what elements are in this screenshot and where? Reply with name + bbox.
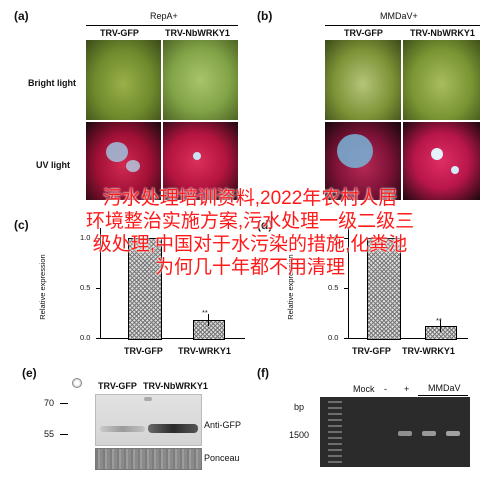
panel-d-ytick-0: 0.0 <box>328 333 339 342</box>
panel-f-bp: bp <box>294 402 305 412</box>
panel-c-errorbar-wrky1 <box>208 314 209 326</box>
panel-b-title-rule <box>325 25 480 26</box>
panel-c-significance: ** <box>202 308 208 317</box>
gel-ladder-lane <box>328 401 342 463</box>
panel-a-title: RepA+ <box>150 11 178 21</box>
overlay-line-2: 环境整治实施方案,污水处理一级二级三 <box>85 211 415 232</box>
overlay-line-4: 为何几十年都不用清理 <box>154 257 345 278</box>
leaf-photo-b-gfp-bright <box>325 40 401 120</box>
panel-f-mw1500: 1500 <box>289 430 310 440</box>
western-blot-anti-gfp <box>95 394 202 446</box>
leaf-photo-a-wrky-uv <box>163 122 238 200</box>
panel-a-col1: TRV-GFP <box>100 28 139 38</box>
panel-d-label: (d) <box>257 218 273 232</box>
panel-e-col1: TRV-GFP <box>98 381 137 391</box>
panel-a-col2: TRV-NbWRKY1 <box>165 28 230 38</box>
panel-e-row2: Ponceau <box>204 453 240 463</box>
gel-band-lane-plus <box>398 431 412 436</box>
panel-c-xtick-2: TRV-WRKY1 <box>178 346 231 356</box>
leaf-photo-a-gfp-uv <box>86 122 161 200</box>
panel-d-tick-05 <box>344 288 348 289</box>
panel-e-mw55-tick <box>60 434 68 435</box>
leaf-photo-b-gfp-uv <box>325 122 401 200</box>
panel-b-col2: TRV-NbWRKY1 <box>410 28 475 38</box>
panel-c-label: (c) <box>14 218 29 232</box>
panel-f-lane-plus: + <box>404 384 410 394</box>
panel-d-ytick-05: 0.5 <box>328 283 339 292</box>
panel-a-row1: Bright light <box>28 78 76 88</box>
blot-marker-dot <box>72 378 82 388</box>
panel-d-xtick-1: TRV-GFP <box>352 346 391 356</box>
gel-band-mmdav-2 <box>446 431 460 436</box>
panel-c-bar-trv-gfp <box>128 238 162 340</box>
panel-d-errorbar-wrky1 <box>440 320 441 332</box>
panel-e-col2: TRV-NbWRKY1 <box>143 381 208 391</box>
panel-e-label: (e) <box>22 366 37 380</box>
panel-d-xaxis <box>348 338 468 339</box>
panel-d-bar-trv-wrky1 <box>425 326 457 340</box>
panel-e-mw70: 70 <box>44 398 55 408</box>
panel-c-ytick-1: 1.0 <box>80 233 91 242</box>
panel-e-row1: Anti-GFP <box>204 420 242 430</box>
panel-d-ytick-1: 1.0 <box>328 233 339 242</box>
leaf-photo-a-gfp-bright <box>86 40 161 120</box>
overlay-line-1: 污水处理培训资料,2022年农村人居 <box>102 188 398 209</box>
panel-f-label: (f) <box>257 366 269 380</box>
panel-c-tick-1 <box>96 238 100 239</box>
panel-f-group-label: MMDaV <box>428 383 461 393</box>
panel-b-label: (b) <box>257 9 273 23</box>
panel-c-tick-05 <box>96 288 100 289</box>
overlay-line-3: 级处理,中国对于水污染的措施,化粪池 <box>92 234 408 255</box>
panel-d-yaxis <box>348 228 349 338</box>
leaf-photo-b-wrky-uv <box>403 122 480 200</box>
panel-f-lane-minus: - <box>384 384 387 394</box>
panel-c-tick-0 <box>96 338 100 339</box>
panel-e-mw55: 55 <box>44 429 55 439</box>
panel-c-xtick-1: TRV-GFP <box>124 346 163 356</box>
panel-d-tick-1 <box>344 238 348 239</box>
panel-a-label: (a) <box>14 9 29 23</box>
panel-d-significance: ** <box>436 316 442 325</box>
panel-d-bar-trv-gfp <box>367 238 401 340</box>
leaf-photo-a-wrky-bright <box>163 40 238 120</box>
panel-f-lane-mock: Mock <box>353 384 375 394</box>
panel-c-bar-trv-wrky1 <box>193 320 225 340</box>
gel-band-mmdav-1 <box>422 431 436 436</box>
panel-a-row2: UV light <box>36 160 70 170</box>
agarose-gel-image <box>320 397 470 467</box>
panel-b-title: MMDaV+ <box>380 11 418 21</box>
panel-c-ytick-0: 0.0 <box>80 333 91 342</box>
panel-e-mw70-tick <box>60 403 68 404</box>
panel-c-yaxis <box>100 228 101 338</box>
panel-f-group-rule <box>418 395 468 396</box>
panel-d-xtick-2: TRV-WRKY1 <box>402 346 455 356</box>
western-blot-ponceau <box>95 448 202 470</box>
panel-d-tick-0 <box>344 338 348 339</box>
panel-c-ytick-05: 0.5 <box>80 283 91 292</box>
panel-c-xaxis <box>100 338 245 339</box>
panel-a-title-rule <box>86 25 238 26</box>
leaf-photo-b-wrky-bright <box>403 40 480 120</box>
panel-b-col1: TRV-GFP <box>344 28 383 38</box>
